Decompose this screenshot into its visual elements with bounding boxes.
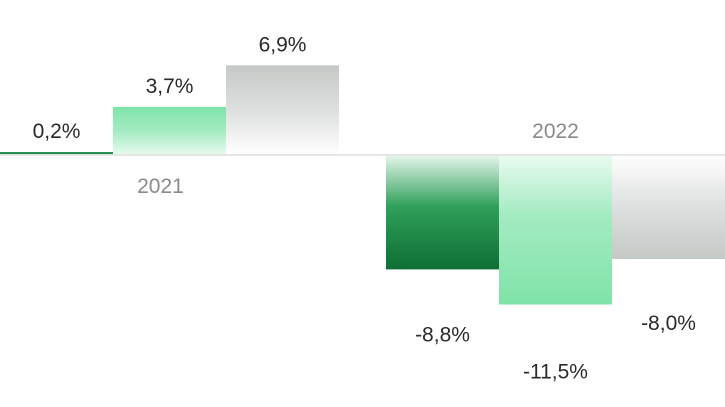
- data-label-2021-series-2: 3,7%: [146, 75, 194, 98]
- data-label-2021-series-3: 6,9%: [259, 33, 307, 56]
- data-label-2022-series-3: -8,0%: [641, 312, 696, 335]
- category-label-2021: 2021: [137, 175, 184, 198]
- data-label-2022-series-1: -8,8%: [415, 323, 470, 346]
- bar-2021-series-1: [0, 152, 113, 155]
- bar-2021-series-3: [226, 65, 339, 155]
- data-label-2022-series-2: -11,5%: [523, 361, 588, 384]
- bar-2021-series-2: [113, 106, 226, 155]
- data-label-2021-series-1: 0,2%: [33, 120, 81, 143]
- bar-2022-series-2: [499, 155, 612, 305]
- bar-2022-series-1: [386, 155, 499, 270]
- category-label-2022: 2022: [532, 120, 579, 143]
- bar-2022-series-3: [612, 155, 725, 259]
